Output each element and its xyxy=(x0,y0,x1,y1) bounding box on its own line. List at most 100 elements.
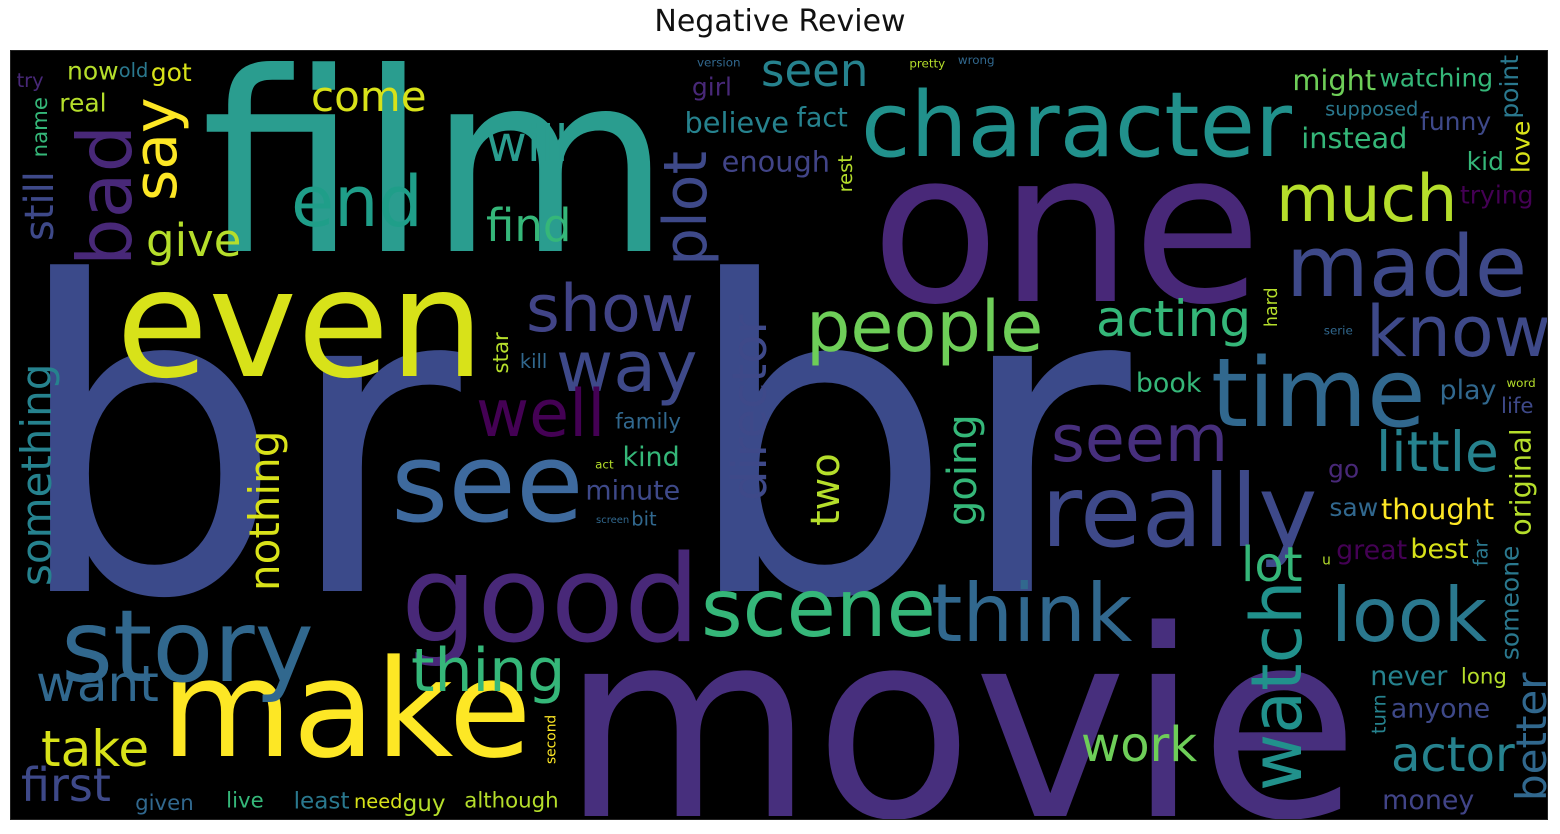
word-take-33: take xyxy=(41,720,149,778)
word-way-20: way xyxy=(556,326,698,408)
word-say-28: say xyxy=(121,97,191,201)
word-two-47: two xyxy=(803,453,849,526)
word-end-19: end xyxy=(291,161,423,243)
word-actor-35: actor xyxy=(1391,727,1515,783)
word-great-56: great xyxy=(1336,535,1407,566)
word-movie-1: movie xyxy=(561,576,1359,819)
word-well-25: well xyxy=(476,377,605,452)
word-acting-30: acting xyxy=(1096,290,1251,348)
word-second-187: second xyxy=(544,715,560,764)
word-money-66: money xyxy=(1382,785,1474,816)
word-bad-16: bad xyxy=(61,125,149,266)
word-u-193: u xyxy=(1322,553,1331,569)
word-need-186: need xyxy=(354,790,402,813)
word-family-101: family xyxy=(615,409,681,434)
word-come-42: come xyxy=(311,72,427,121)
chart-title: Negative Review xyxy=(654,4,906,39)
word-saw-77: saw xyxy=(1329,493,1378,522)
word-instead-53: instead xyxy=(1301,121,1407,155)
word-hard-183: hard xyxy=(1262,287,1282,327)
word-seen-39: seen xyxy=(761,51,868,97)
word-act-192: act xyxy=(595,457,614,471)
word-someone-69: someone xyxy=(1496,546,1525,661)
word-lot-36: lot xyxy=(1241,537,1303,593)
word-try-145: try xyxy=(17,69,44,92)
word-br: br xyxy=(11,193,465,693)
word-rest-158: rest xyxy=(834,155,857,193)
word-serie-194: serie xyxy=(1324,324,1353,338)
word-story-7: story xyxy=(61,588,314,705)
word-work-37: work xyxy=(1081,717,1197,773)
word-old-157: old xyxy=(119,59,149,82)
word-watching-84: watching xyxy=(1379,64,1493,93)
word-real-72: real xyxy=(59,88,106,117)
word-watch-17: watch xyxy=(1236,581,1318,791)
word-although-95: although xyxy=(464,789,558,814)
word-want-32: want xyxy=(36,655,159,713)
word-scene-13: scene xyxy=(701,562,936,655)
word-give-41: give xyxy=(146,214,241,267)
word-find-40: find xyxy=(486,199,571,252)
word-go-76: go xyxy=(1328,455,1359,484)
word-made-12: made xyxy=(1286,218,1527,317)
word-little-29: little xyxy=(1376,420,1499,484)
word-something-44: something xyxy=(12,364,61,586)
word-star-108: star xyxy=(489,332,514,373)
word-better-43: better xyxy=(1507,672,1547,801)
word-trying-73: trying xyxy=(1460,180,1534,209)
wordcloud-frame: br br movie film one even make good story see real… xyxy=(10,50,1548,820)
word-might-54: might xyxy=(1292,63,1376,97)
word-minute-63: minute xyxy=(585,476,680,507)
word-one-3: one xyxy=(871,106,1262,351)
word-think-14: think xyxy=(931,567,1133,660)
word-film-2: film xyxy=(201,51,671,310)
word-supposed-124: supposed xyxy=(1325,97,1418,120)
word-girl-74: girl xyxy=(692,73,732,102)
word-kill-137: kill xyxy=(520,350,547,373)
word-seem-24: seem xyxy=(1051,402,1228,477)
word-enough-50: enough xyxy=(722,145,830,179)
word-good-6: good xyxy=(401,531,700,670)
word-show-23: show xyxy=(526,272,694,347)
word-far-156: far xyxy=(1469,540,1492,567)
word-book-60: book xyxy=(1136,368,1202,399)
word-still-48: still xyxy=(17,171,63,241)
word-name-98: name xyxy=(28,97,53,157)
word-wrong-196: wrong xyxy=(958,53,995,67)
word-kid-68: kid xyxy=(1467,147,1504,176)
word-thing-27: thing xyxy=(411,636,565,706)
word-funny-67: funny xyxy=(1420,107,1491,136)
word-play-65: play xyxy=(1440,375,1497,406)
word-people-18: people xyxy=(806,286,1043,368)
wordcloud-background xyxy=(11,51,1547,819)
word-version-190: version xyxy=(697,56,741,70)
word-plot-26: plot xyxy=(651,151,721,266)
word-look-15: look xyxy=(1331,571,1488,659)
word-word-195: word xyxy=(1506,376,1535,390)
word-believe-52: believe xyxy=(684,105,788,139)
word-first-38: first xyxy=(21,758,111,812)
word-live-122: live xyxy=(226,788,264,813)
word-thought-55: thought xyxy=(1381,492,1494,526)
word-going-46: going xyxy=(940,414,986,526)
word-pretty-191: pretty xyxy=(909,57,945,71)
word-screen-199: screen xyxy=(596,515,629,526)
word-turn-133: turn xyxy=(1368,694,1391,734)
word-see-8: see xyxy=(391,419,584,547)
word-love-78: love xyxy=(1506,121,1535,173)
word-time-11: time xyxy=(1211,339,1426,449)
word-given-118: given xyxy=(135,791,194,816)
word-guy-90: guy xyxy=(403,791,446,817)
word-never-57: never xyxy=(1370,661,1448,692)
word-character-10: character xyxy=(861,73,1292,178)
word-really-9: really xyxy=(1041,453,1317,570)
word-anyone-58: anyone xyxy=(1391,694,1490,725)
word-br-9999: br xyxy=(681,193,1135,693)
word-now-80: now xyxy=(67,57,119,86)
word-original-51: original xyxy=(1503,428,1537,536)
word-even-4: even xyxy=(116,238,484,412)
word-fact-61: fact xyxy=(796,103,847,134)
word-best-64: best xyxy=(1410,534,1468,565)
